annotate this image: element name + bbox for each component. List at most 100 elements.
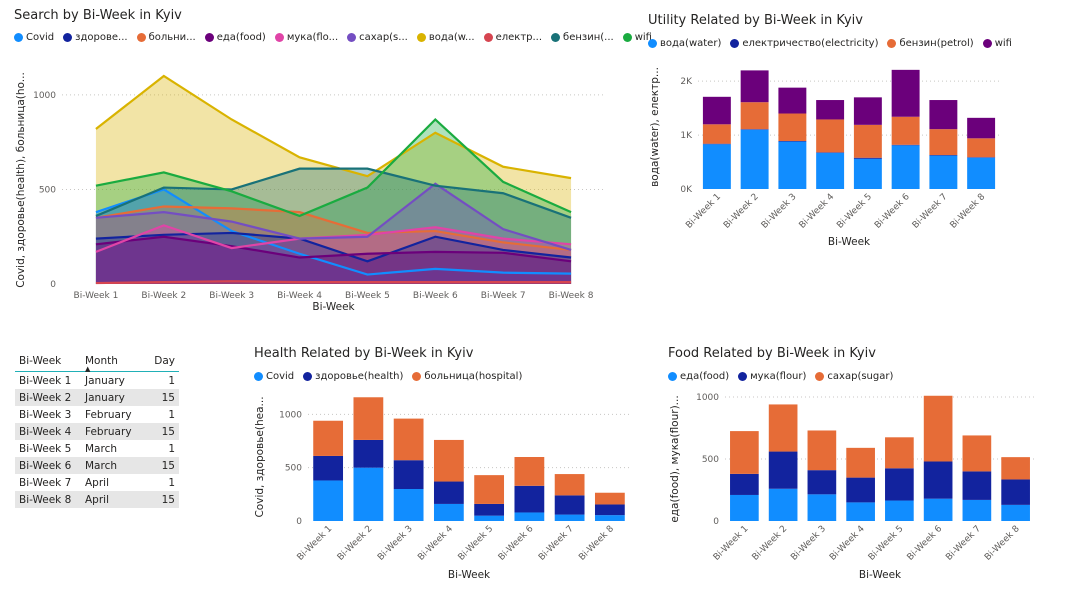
bar-segment[interactable]	[702, 124, 731, 144]
bar-segment[interactable]	[768, 404, 798, 452]
bar-segment[interactable]	[594, 492, 625, 505]
bar-segment[interactable]	[768, 451, 798, 489]
bar-segment[interactable]	[891, 145, 920, 189]
bar-segment[interactable]	[594, 515, 625, 521]
legend-item[interactable]: сахар(sugar)	[815, 371, 893, 382]
bar-segment[interactable]	[853, 158, 882, 189]
bar-segment[interactable]	[846, 502, 875, 521]
bar-segment[interactable]	[778, 113, 807, 142]
bar-segment[interactable]	[816, 152, 845, 189]
bar-segment[interactable]	[474, 515, 505, 521]
table-row[interactable]: Bi-Week 7 April 1	[15, 474, 179, 491]
legend-item[interactable]: здоровье(health)	[303, 371, 403, 382]
legend-item[interactable]: сахар(s...	[347, 32, 408, 43]
bar-segment[interactable]	[967, 117, 996, 139]
bar-segment[interactable]	[474, 475, 505, 504]
bar-segment[interactable]	[702, 144, 731, 189]
series-line[interactable]	[95, 182, 572, 252]
bar-segment[interactable]	[514, 512, 545, 521]
bar-segment[interactable]	[923, 461, 953, 499]
bar-segment[interactable]	[554, 474, 585, 496]
bar-segment[interactable]	[313, 420, 344, 456]
bar-segment[interactable]	[962, 499, 992, 521]
bar-segment[interactable]	[929, 155, 958, 189]
series-line[interactable]	[95, 74, 572, 180]
bar-segment[interactable]	[730, 473, 759, 495]
bar-segment[interactable]	[433, 481, 464, 504]
bar-segment[interactable]	[807, 430, 837, 471]
bar-segment[interactable]	[923, 395, 953, 462]
bar-segment[interactable]	[554, 514, 585, 521]
bar-segment[interactable]	[730, 494, 759, 521]
bar-segment[interactable]	[393, 418, 424, 461]
bar-segment[interactable]	[778, 87, 807, 114]
bar-segment[interactable]	[353, 397, 384, 440]
legend-item[interactable]: wifi	[982, 38, 1012, 49]
legend-item[interactable]: електричество(electricity)	[730, 38, 878, 49]
bar-segment[interactable]	[702, 143, 731, 145]
column-header-month[interactable]: Month ▲	[81, 351, 141, 373]
series-line[interactable]	[95, 188, 572, 276]
bar-segment[interactable]	[740, 129, 769, 130]
legend-item[interactable]: вода(water)	[648, 38, 721, 49]
table-row[interactable]: Bi-Week 1 January 1	[15, 372, 179, 390]
series-line[interactable]	[95, 167, 572, 219]
legend-item[interactable]: больница(hospital)	[412, 371, 522, 382]
bar-segment[interactable]	[1001, 479, 1030, 505]
bar-segment[interactable]	[929, 100, 958, 130]
legend-item[interactable]: мука(flo...	[274, 32, 338, 43]
bar-segment[interactable]	[885, 468, 914, 501]
bar-segment[interactable]	[702, 96, 731, 125]
bar-segment[interactable]	[1001, 457, 1030, 480]
series-line[interactable]	[95, 231, 572, 263]
bar-segment[interactable]	[846, 447, 875, 478]
table-row[interactable]: Bi-Week 8 April 15	[15, 491, 179, 508]
bar-segment[interactable]	[816, 100, 845, 120]
legend-item[interactable]: еда(food)	[668, 371, 729, 382]
bar-segment[interactable]	[807, 470, 837, 495]
series-area[interactable]	[95, 232, 572, 284]
series-area[interactable]	[95, 76, 572, 284]
legend-item[interactable]: бензин(petrol)	[887, 38, 974, 49]
series-line[interactable]	[95, 235, 572, 263]
sort-descending-icon[interactable]: ▲	[85, 365, 91, 373]
bar-segment[interactable]	[1001, 504, 1030, 521]
bar-segment[interactable]	[891, 69, 920, 117]
table-row[interactable]: Bi-Week 4 February 15	[15, 423, 179, 440]
bar-segment[interactable]	[853, 124, 882, 158]
bar-segment[interactable]	[923, 498, 953, 521]
bar-segment[interactable]	[891, 116, 920, 145]
legend-item[interactable]: вода(w...	[416, 32, 475, 43]
bar-segment[interactable]	[853, 157, 882, 159]
bar-segment[interactable]	[594, 504, 625, 516]
table-row[interactable]: Bi-Week 3 February 1	[15, 406, 179, 423]
bar-segment[interactable]	[740, 70, 769, 103]
bar-segment[interactable]	[816, 152, 845, 153]
series-line[interactable]	[95, 280, 572, 285]
bar-segment[interactable]	[353, 467, 384, 521]
legend-item[interactable]: бензин(...	[551, 32, 614, 43]
bar-segment[interactable]	[885, 437, 914, 469]
bar-segment[interactable]	[393, 460, 424, 489]
legend-item[interactable]: Covid	[254, 371, 294, 382]
series-area[interactable]	[95, 206, 572, 284]
bar-segment[interactable]	[967, 157, 996, 158]
bar-segment[interactable]	[807, 494, 837, 521]
series-area[interactable]	[95, 236, 572, 284]
series-line[interactable]	[95, 117, 572, 218]
bar-segment[interactable]	[778, 141, 807, 189]
legend-item[interactable]: Covid	[14, 32, 54, 43]
legend-item[interactable]: здорове...	[63, 32, 128, 43]
bar-segment[interactable]	[778, 141, 807, 142]
column-header-day[interactable]: Day	[141, 351, 179, 372]
bar-segment[interactable]	[433, 503, 464, 521]
bar-segment[interactable]	[853, 97, 882, 125]
bar-segment[interactable]	[816, 119, 845, 153]
bar-segment[interactable]	[313, 455, 344, 481]
column-header-biweek[interactable]: Bi-Week	[15, 351, 81, 372]
bar-segment[interactable]	[885, 500, 914, 521]
series-area[interactable]	[95, 183, 572, 284]
bar-segment[interactable]	[730, 431, 759, 474]
bar-segment[interactable]	[433, 439, 464, 482]
bar-segment[interactable]	[929, 129, 958, 156]
